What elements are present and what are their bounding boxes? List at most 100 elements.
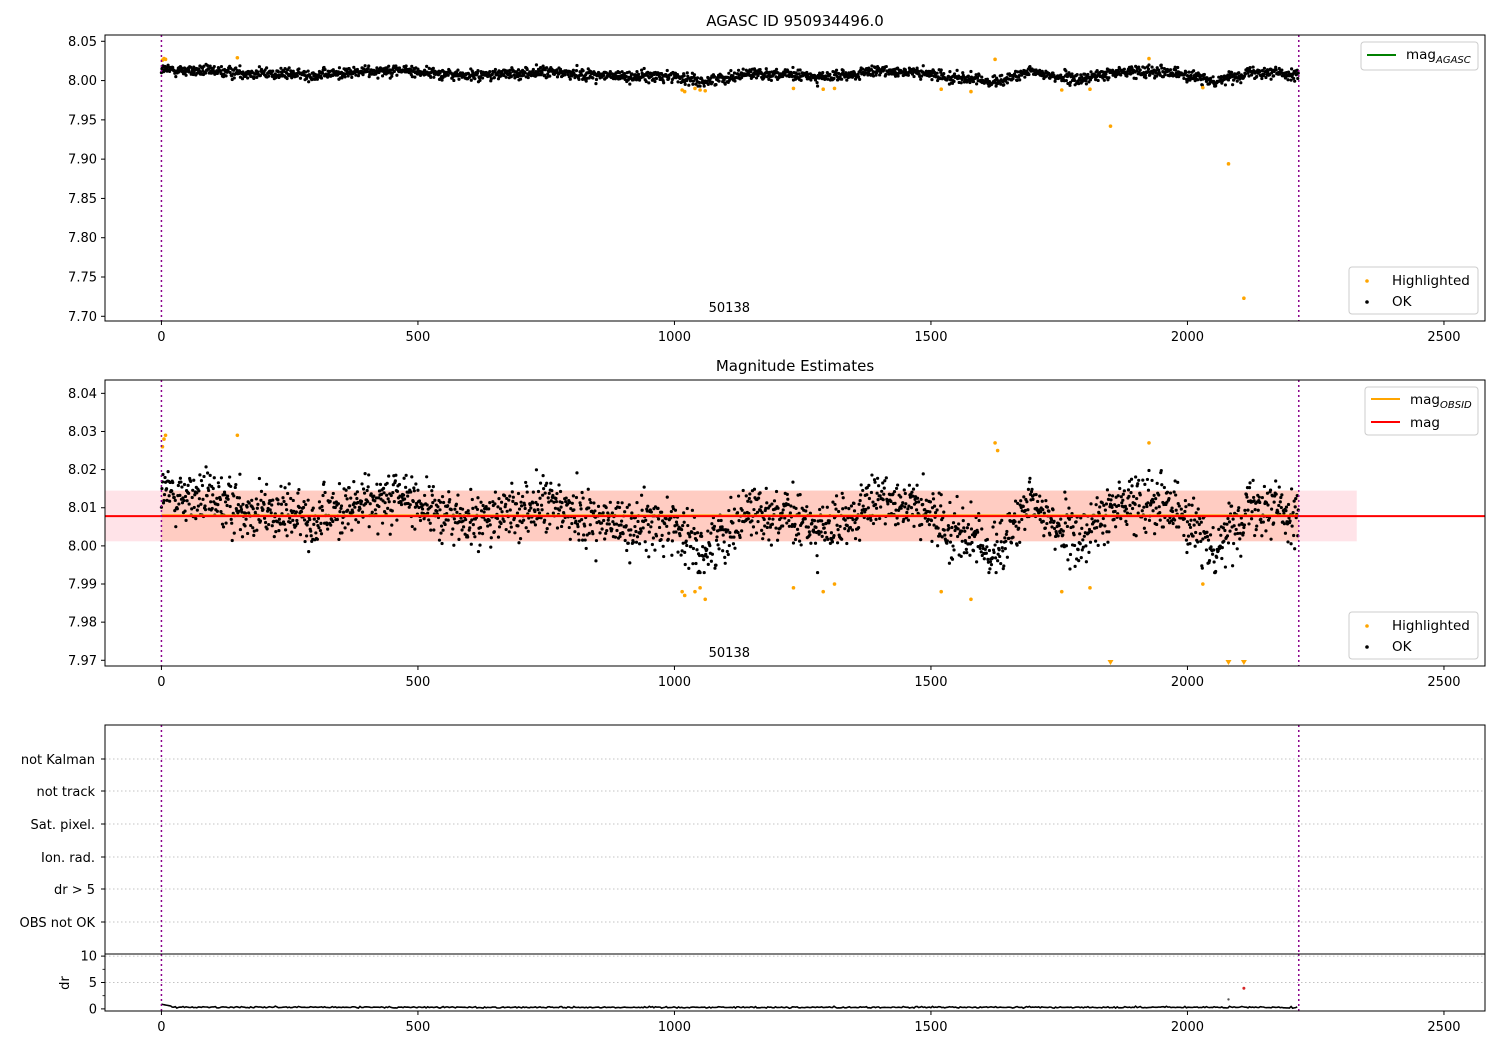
- ok-point: [685, 78, 689, 83]
- ok-point: [1143, 66, 1147, 70]
- ok-point: [502, 519, 506, 523]
- ok-point: [809, 541, 813, 545]
- ok-point: [259, 67, 264, 71]
- ok-point: [401, 493, 406, 497]
- ok-point: [990, 556, 995, 560]
- ok-point: [656, 517, 661, 521]
- ok-point: [629, 528, 633, 532]
- ok-point: [163, 475, 167, 480]
- ok-point: [653, 79, 657, 84]
- ok-point: [866, 506, 870, 510]
- highlighted-point: [163, 57, 168, 62]
- ok-point: [1142, 526, 1146, 530]
- ok-point: [246, 531, 250, 536]
- ok-point: [430, 493, 434, 497]
- ok-point: [933, 511, 938, 515]
- ok-point: [1067, 506, 1071, 510]
- ok-point: [1266, 503, 1270, 507]
- ok-point: [1153, 532, 1157, 536]
- ok-point: [295, 518, 299, 523]
- ok-point: [637, 542, 642, 546]
- ok-point: [927, 523, 932, 527]
- x-tick-label: 2500: [1427, 675, 1460, 690]
- ok-point: [391, 491, 395, 495]
- ok-point: [276, 70, 280, 74]
- ok-point: [798, 68, 802, 72]
- ok-point: [1192, 496, 1196, 500]
- ok-point: [676, 550, 680, 554]
- ok-point: [200, 483, 205, 488]
- ok-point: [549, 481, 553, 485]
- ok-point: [841, 69, 845, 73]
- ok-point: [399, 502, 404, 507]
- ok-point: [538, 496, 542, 500]
- ok-point: [706, 562, 710, 566]
- ok-point: [948, 70, 952, 74]
- ok-point: [1289, 542, 1293, 546]
- ok-point: [894, 508, 898, 512]
- ok-point: [690, 530, 694, 534]
- ok-point: [831, 500, 835, 504]
- ok-point: [171, 492, 175, 496]
- ok-point: [845, 541, 849, 546]
- ok-point: [794, 506, 798, 511]
- ok-point: [487, 518, 491, 523]
- ok-point: [1100, 523, 1104, 527]
- ok-point: [893, 523, 898, 527]
- ok-point: [1079, 556, 1083, 560]
- ok-point: [973, 532, 978, 536]
- ok-point: [948, 540, 953, 544]
- ok-point: [1279, 495, 1283, 500]
- ok-point: [876, 498, 880, 502]
- ok-point: [1208, 533, 1213, 537]
- ok-point: [282, 499, 286, 504]
- ok-point: [845, 524, 849, 528]
- ok-point: [1138, 68, 1142, 72]
- highlighted-point: [698, 88, 702, 92]
- ok-point: [976, 530, 980, 534]
- ok-point: [998, 554, 1002, 559]
- ok-point: [397, 482, 402, 487]
- ok-point: [594, 538, 599, 543]
- dr-axis-label: dr: [58, 976, 73, 990]
- ok-point: [184, 518, 188, 522]
- ok-point: [574, 69, 579, 73]
- ok-point: [1243, 508, 1247, 512]
- ok-point: [344, 488, 348, 492]
- ok-point: [920, 522, 924, 527]
- ok-point: [529, 520, 533, 524]
- ok-point: [685, 71, 689, 75]
- highlighted-point: [682, 593, 687, 598]
- ok-point: [781, 508, 785, 512]
- ok-point: [820, 519, 824, 523]
- ok-point: [309, 534, 313, 538]
- ok-point: [263, 492, 267, 497]
- ok-point: [554, 496, 558, 501]
- ok-point: [620, 519, 624, 523]
- ok-point: [999, 540, 1003, 544]
- ok-point: [902, 73, 906, 77]
- ok-point: [1296, 76, 1300, 81]
- ok-point: [604, 531, 608, 535]
- ok-legend-label: OK: [1392, 639, 1413, 655]
- ok-point: [1005, 529, 1009, 534]
- ok-point: [478, 525, 483, 530]
- ok-point: [464, 518, 468, 522]
- ok-point: [698, 84, 702, 88]
- ok-point: [523, 503, 527, 507]
- ok-point: [725, 549, 729, 554]
- ok-point: [969, 527, 974, 531]
- ok-point: [560, 500, 564, 505]
- ok-point: [815, 84, 820, 88]
- ok-point: [382, 510, 387, 514]
- ok-point: [173, 498, 177, 502]
- ok-point: [801, 520, 805, 524]
- ok-point: [193, 493, 197, 497]
- ok-point: [583, 524, 587, 528]
- ok-point: [708, 543, 712, 548]
- ok-point: [1269, 71, 1274, 75]
- agasc-x-ticks: 0 500 1000 1500 2000 2500: [157, 321, 1461, 345]
- x-tick-label: 0: [157, 675, 165, 690]
- ok-point: [477, 531, 482, 535]
